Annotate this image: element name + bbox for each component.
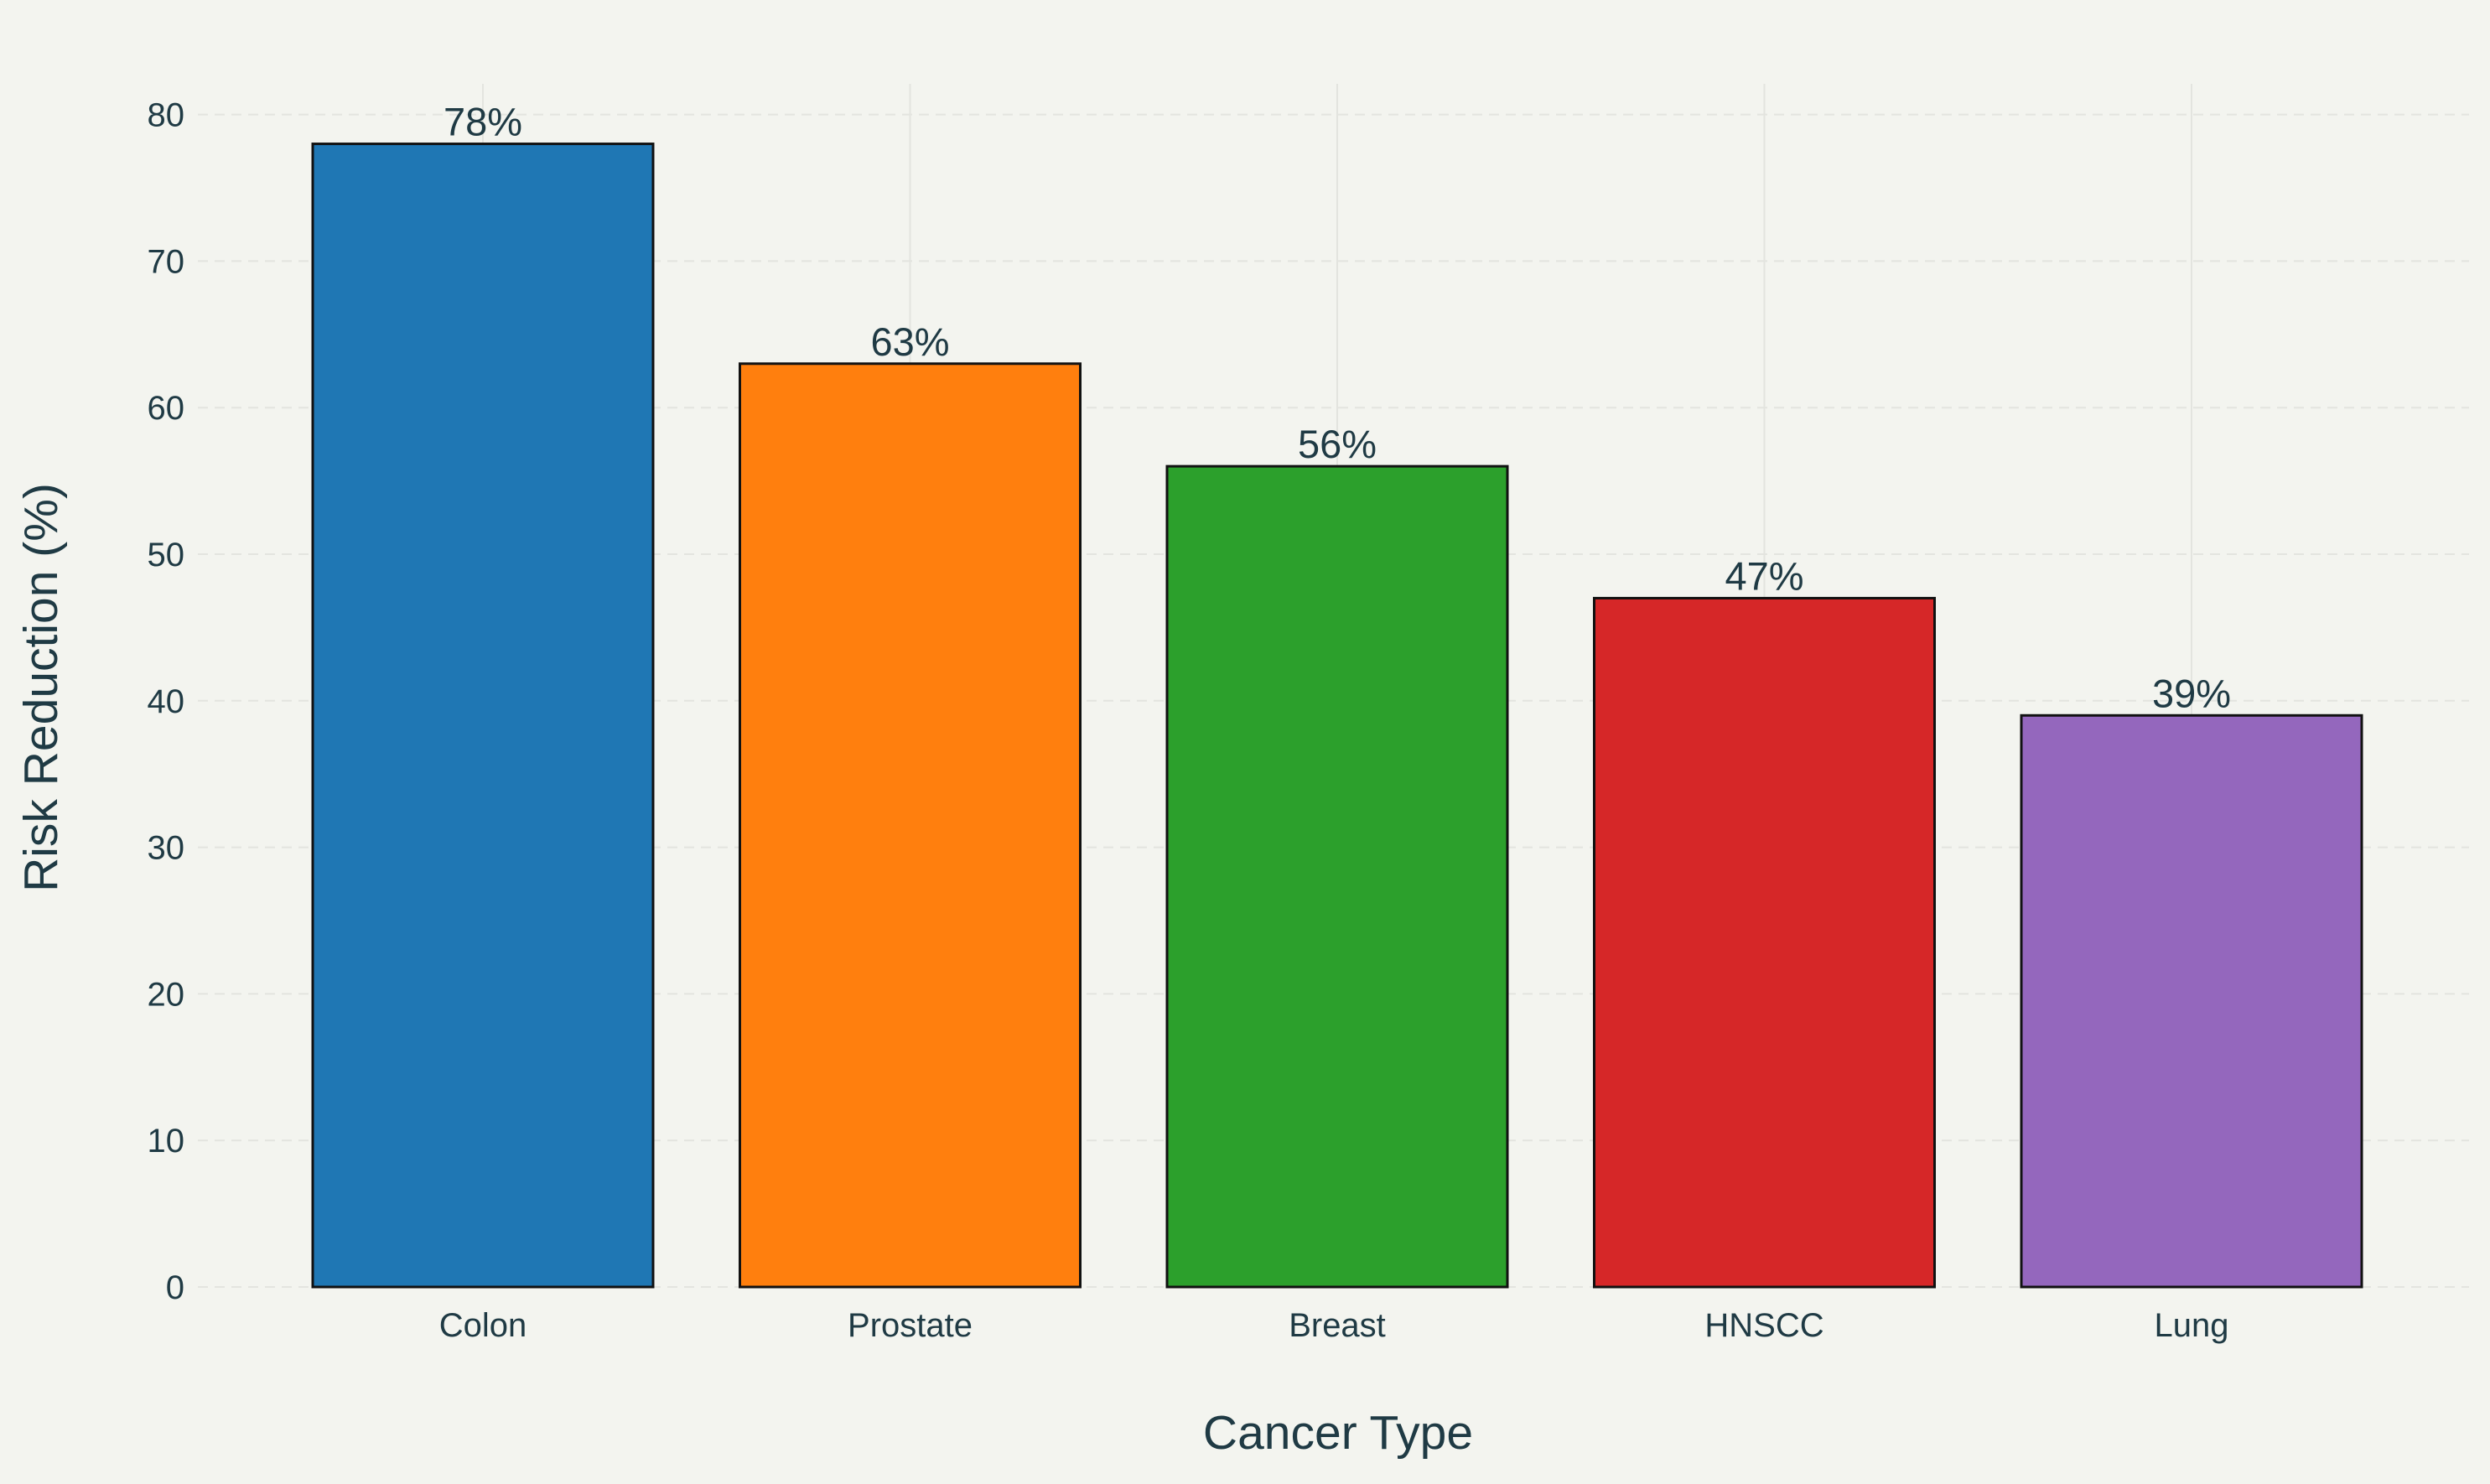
y-tick-label: 0 xyxy=(166,1269,184,1306)
bar-hnscc xyxy=(1593,596,1936,1289)
y-tick-label: 10 xyxy=(148,1123,185,1160)
bar-colon xyxy=(311,143,655,1289)
y-tick-label: 80 xyxy=(148,97,185,134)
data-label-lung: 39% xyxy=(2152,671,2231,715)
x-tick-label: HNSCC xyxy=(1704,1307,1823,1344)
y-tick-label: 60 xyxy=(148,390,185,427)
x-tick-label: Prostate xyxy=(848,1307,973,1344)
x-tick-label: Breast xyxy=(1289,1307,1386,1344)
x-tick-label: Colon xyxy=(439,1307,527,1344)
data-label-breast: 56% xyxy=(1298,422,1377,466)
y-tick-label: 40 xyxy=(148,683,185,720)
x-axis-title: Cancer Type xyxy=(1203,1406,1473,1460)
bar-breast xyxy=(1165,464,1509,1289)
bars xyxy=(311,143,2363,1289)
x-tick-label: Lung xyxy=(2155,1307,2229,1344)
x-axis-ticks: Colon Prostate Breast HNSCC Lung xyxy=(439,1307,2229,1344)
y-axis-ticks: 0 10 20 30 40 50 60 70 80 xyxy=(148,97,185,1306)
bar-prostate xyxy=(739,362,1082,1289)
data-labels: 78% 63% 56% 47% 39% xyxy=(444,100,2231,716)
data-label-prostate: 63% xyxy=(870,319,949,364)
y-tick-label: 20 xyxy=(148,976,185,1013)
bar-lung xyxy=(2020,713,2363,1289)
y-tick-label: 70 xyxy=(148,243,185,280)
data-label-hnscc: 47% xyxy=(1725,553,1803,598)
data-label-colon: 78% xyxy=(444,100,522,144)
y-tick-label: 50 xyxy=(148,537,185,573)
y-tick-label: 30 xyxy=(148,830,185,867)
y-axis-title: Risk Reduction (%) xyxy=(14,483,68,892)
